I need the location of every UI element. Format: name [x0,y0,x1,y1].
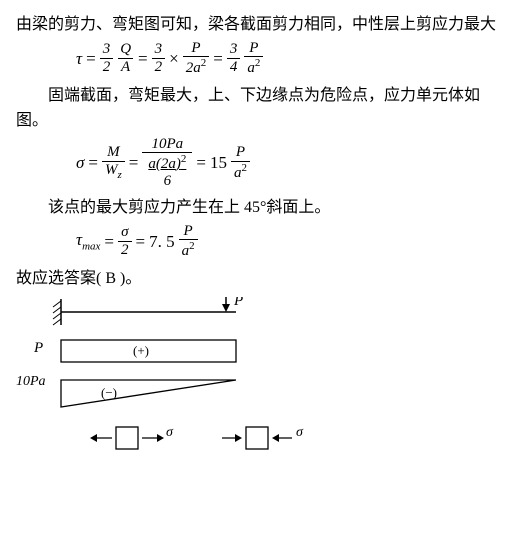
beam-sketch: P [53,297,243,325]
frac-num: Q [117,41,134,58]
frac-den: 2 [118,241,132,259]
nested-num: a(2a)2 [145,153,189,173]
paragraph-shear-intro: 由梁的剪力、弯矩图可知，梁各截面剪力相同，中性层上剪应力最大 [16,12,506,38]
frac-num: P [188,40,203,57]
sigma-symbol: σ [76,149,84,176]
frac-num: P [233,144,248,161]
shear-diagram: P (+) [33,340,236,362]
nested-den: 6 [164,173,172,190]
frac-num: P [181,223,196,240]
frac-den: a2 [179,239,198,260]
paragraph-fixed-end: 固端截面，弯矩最大，上、下边缘点为危险点，应力单元体如图。 [16,83,506,134]
sigma-label-2: σ [296,425,304,440]
equation-tau-max: τmax = σ2 = 7. 5 Pa2 [76,223,506,260]
coef: 7. 5 [149,228,175,255]
sigma-label-1: σ [166,425,174,440]
frac-num: P [246,40,261,57]
paragraph-45deg: 该点的最大剪应力产生在上 45°斜面上。 [16,195,506,221]
frac-num: σ [118,224,131,241]
equation-tau: τ = 32 QA = 32 × P2a2 = 34 Pa2 [76,40,506,77]
stress-element-2: σ [222,425,304,449]
frac-den: a2 [231,161,250,182]
beam-diagrams-svg: P P (+) 10Pa (−) σ σ [16,297,396,467]
shear-label: P [33,340,43,356]
diagram-area: P P (+) 10Pa (−) σ σ [16,297,506,467]
frac-den: a(2a)2 6 [142,152,192,189]
frac-den: 2a2 [183,56,210,77]
minus-label: (−) [101,385,117,400]
tau-max-symbol: τmax [76,226,100,256]
load-label: P [233,297,243,309]
frac-num: 10Pa [149,136,187,153]
tau-symbol: τ [76,45,82,72]
stress-element-1: σ [90,425,174,449]
times-sign: × [169,45,179,72]
frac-num: 3 [227,41,241,58]
equation-sigma: σ = M Wz = 10Pa a(2a)2 6 = 15 Pa2 [76,136,506,190]
frac-den: 2 [100,58,114,76]
frac-den: A [118,58,133,76]
frac-den: Wz [102,161,125,181]
moment-label: 10Pa [16,374,46,389]
frac-den: 2 [152,58,166,76]
coef: 15 [210,149,227,176]
frac-num: 3 [152,41,166,58]
frac-num: M [104,144,123,161]
moment-diagram: 10Pa (−) [16,374,236,407]
frac-num: 3 [100,41,114,58]
paragraph-answer: 故应选答案( B )。 [16,266,506,292]
frac-den: 4 [227,58,241,76]
frac-den: a2 [244,56,263,77]
plus-label: (+) [133,343,149,358]
